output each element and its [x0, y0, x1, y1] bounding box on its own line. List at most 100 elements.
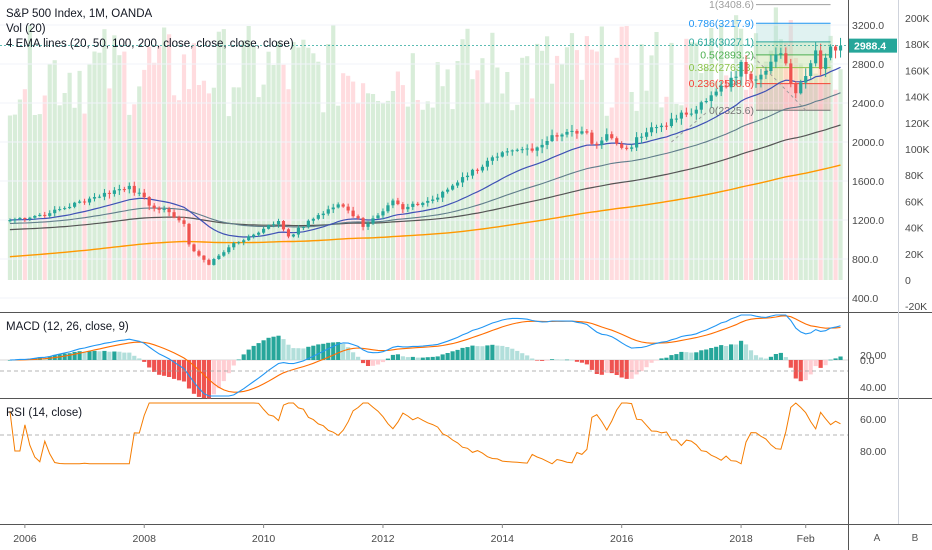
volume-bar — [92, 51, 97, 280]
rsi-tick-label: 60.00 — [860, 414, 886, 426]
macd-hist-bar — [127, 352, 132, 360]
macd-hist-bar — [758, 357, 764, 360]
macd-hist-bar — [385, 358, 391, 360]
macd-hist-bar — [649, 360, 654, 363]
volume-bar — [261, 84, 266, 280]
rsi-legend[interactable]: RSI (14, close) — [6, 407, 83, 419]
volume-bar — [470, 79, 475, 280]
candle-body — [824, 57, 828, 69]
macd-hist-bar — [167, 360, 172, 377]
macd-hist-bar — [356, 356, 361, 360]
macd-legend[interactable]: MACD (12, 26, close, 9) — [6, 321, 129, 333]
candle-body — [58, 209, 62, 211]
macd-hist-bar — [196, 360, 202, 397]
macd-hist-bar — [515, 350, 520, 360]
candle-body — [729, 77, 733, 88]
symbol-title[interactable]: S&P 500 Index, 1M, OANDA — [6, 8, 153, 20]
fib-zone-0618-0786 — [755, 23, 831, 42]
candle-body — [82, 201, 87, 203]
volume-bar — [709, 28, 714, 280]
candle-body — [411, 203, 415, 207]
volume-bar — [211, 87, 216, 280]
volume-bar — [266, 51, 271, 281]
macd-hist-bar — [470, 345, 475, 360]
candle-body — [406, 206, 410, 210]
volume-bar — [196, 85, 202, 280]
macd-hist-bar — [107, 351, 112, 360]
volume-bar — [564, 47, 570, 280]
volume-legend[interactable]: Vol (20) — [6, 23, 46, 35]
candle-body — [838, 45, 843, 51]
macd-hist-bar — [400, 356, 405, 360]
candle-body — [784, 53, 788, 64]
volume-bar — [321, 112, 326, 280]
macd-hist-bar — [525, 355, 530, 360]
candle-body — [819, 50, 823, 69]
volume-bar — [758, 79, 764, 280]
macd-hist-bar — [455, 349, 460, 360]
volume-bar — [67, 72, 72, 280]
volume-bar — [540, 50, 545, 280]
volume-bar — [634, 110, 639, 281]
macd-hist-bar — [365, 360, 371, 366]
candle-body — [664, 125, 669, 127]
candle-body — [515, 149, 519, 151]
volume-bar — [356, 102, 361, 280]
auto-scale-button[interactable]: A — [873, 533, 881, 544]
volume-bar — [500, 93, 505, 280]
candle-body — [286, 229, 291, 237]
ema-legend[interactable]: 4 EMA lines (20, 50, 100, 200, close, cl… — [6, 38, 294, 50]
macd-signal-line — [9, 315, 841, 393]
candle-body — [455, 182, 460, 186]
volume-bar — [102, 29, 107, 281]
volume-bar — [823, 65, 828, 280]
macd-hist-bar — [584, 360, 589, 365]
candle-body — [122, 189, 126, 191]
macd-hist-bar — [669, 355, 674, 360]
volume-bar — [684, 38, 689, 280]
volume-bar — [281, 64, 286, 280]
macd-hist-bar — [331, 342, 336, 360]
macd-hist-bar — [530, 358, 535, 360]
macd-hist-bar — [271, 336, 276, 360]
price-tick-label: 1200.0 — [852, 215, 884, 227]
macd-hist-bar — [803, 360, 808, 381]
macd-hist-bar — [256, 343, 261, 360]
volume-bar — [694, 42, 699, 281]
candle-body — [346, 206, 350, 211]
volume-bar — [530, 98, 535, 281]
macd-hist-bar — [102, 350, 107, 360]
candle-body — [296, 227, 300, 235]
volume-bar — [360, 83, 366, 280]
candle-body — [789, 63, 793, 84]
candle-body — [157, 208, 161, 210]
candle-body — [381, 211, 385, 216]
candle-body — [291, 234, 296, 237]
volume-tick-label: 100K — [905, 144, 930, 156]
macd-hist-bar — [490, 344, 495, 360]
candle-body — [33, 216, 37, 218]
candle-body — [276, 221, 281, 225]
volume-bar — [57, 105, 62, 280]
macd-hist-bar — [614, 360, 619, 375]
candle-body — [316, 215, 320, 219]
candle-body — [262, 228, 266, 233]
candle-body — [441, 191, 445, 198]
candle-body — [530, 148, 534, 151]
macd-hist-bar — [753, 355, 759, 360]
candle-body — [386, 205, 390, 212]
volume-bar — [405, 106, 410, 280]
fib-zone-05-0618 — [755, 41, 831, 55]
candle-body — [147, 197, 151, 206]
last-price-tag[interactable] — [849, 38, 897, 53]
candle-body — [77, 201, 82, 203]
volume-bar — [460, 39, 465, 281]
macd-hist-bar — [485, 345, 490, 360]
candle-body — [436, 197, 440, 200]
volume-bar — [435, 62, 440, 281]
volume-bar — [614, 57, 619, 280]
log-scale-button[interactable]: B — [911, 533, 919, 544]
volume-bar — [569, 33, 575, 280]
